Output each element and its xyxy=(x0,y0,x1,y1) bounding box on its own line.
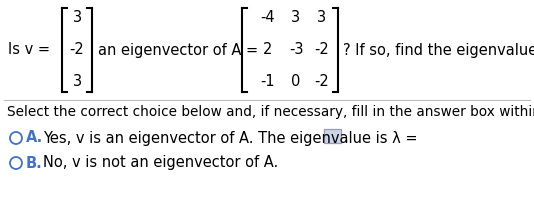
Text: an eigenvector of A =: an eigenvector of A = xyxy=(98,43,258,57)
Text: -3: -3 xyxy=(289,43,303,57)
Text: 0: 0 xyxy=(292,74,301,89)
Text: 3: 3 xyxy=(73,74,82,89)
Text: Yes, v is an eigenvector of A. The eigenvalue is λ =: Yes, v is an eigenvector of A. The eigen… xyxy=(43,130,422,146)
Text: A.: A. xyxy=(26,130,43,146)
FancyBboxPatch shape xyxy=(324,129,341,143)
Text: 3: 3 xyxy=(292,10,301,26)
Text: 3: 3 xyxy=(317,10,327,26)
Text: .: . xyxy=(343,130,348,146)
Text: Is v =: Is v = xyxy=(8,43,50,57)
Text: Select the correct choice below and, if necessary, fill in the answer box within: Select the correct choice below and, if … xyxy=(7,105,534,119)
Text: 3: 3 xyxy=(73,10,82,26)
Text: 2: 2 xyxy=(263,43,273,57)
Text: -4: -4 xyxy=(261,10,276,26)
Text: ? If so, find the eigenvalue.: ? If so, find the eigenvalue. xyxy=(343,43,534,57)
Text: -2: -2 xyxy=(69,43,84,57)
Text: -2: -2 xyxy=(315,43,329,57)
Text: B.: B. xyxy=(26,155,43,170)
Text: No, v is not an eigenvector of A.: No, v is not an eigenvector of A. xyxy=(43,155,278,170)
Text: -1: -1 xyxy=(261,74,276,89)
Text: -2: -2 xyxy=(315,74,329,89)
